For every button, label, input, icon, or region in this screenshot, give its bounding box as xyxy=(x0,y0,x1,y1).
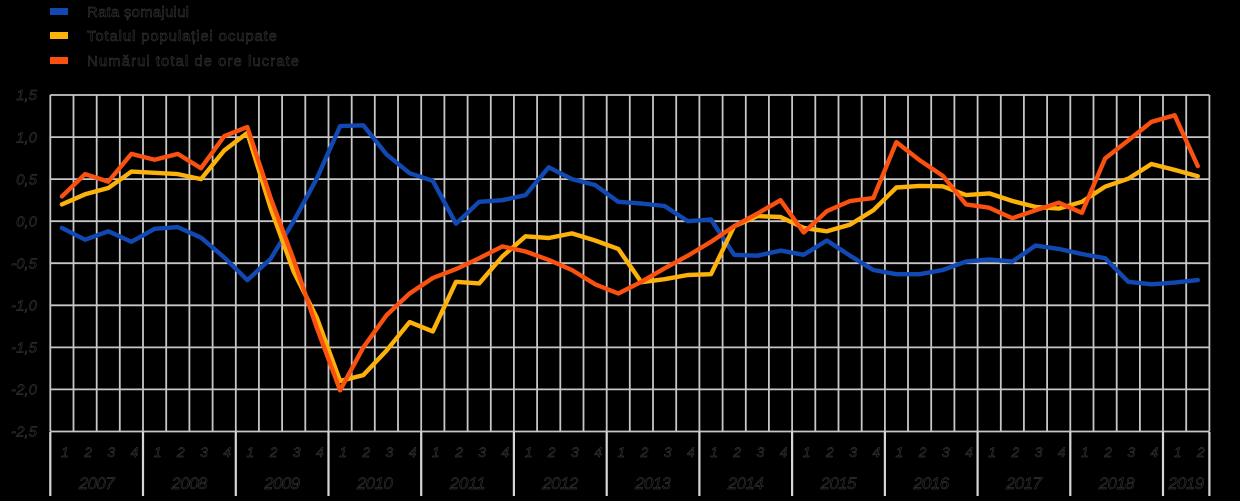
svg-text:-2,0: -2,0 xyxy=(11,382,38,399)
svg-text:-1,0: -1,0 xyxy=(11,298,38,315)
svg-text:-0,5: -0,5 xyxy=(11,255,38,272)
svg-text:2: 2 xyxy=(640,444,649,460)
svg-text:1: 1 xyxy=(339,444,347,460)
svg-text:4: 4 xyxy=(872,444,880,460)
svg-text:2: 2 xyxy=(269,444,278,460)
svg-text:3: 3 xyxy=(571,444,579,460)
svg-text:3: 3 xyxy=(1127,444,1135,460)
svg-text:2: 2 xyxy=(361,444,370,460)
svg-text:-2,5: -2,5 xyxy=(11,424,38,441)
svg-text:2013: 2013 xyxy=(634,474,672,493)
svg-text:1: 1 xyxy=(61,444,69,460)
svg-text:0,0: 0,0 xyxy=(16,213,38,230)
svg-text:2009: 2009 xyxy=(263,474,301,493)
svg-text:1: 1 xyxy=(896,444,904,460)
svg-text:3: 3 xyxy=(664,444,672,460)
svg-text:2012: 2012 xyxy=(541,474,579,493)
svg-text:2011: 2011 xyxy=(449,474,486,493)
svg-text:3: 3 xyxy=(386,444,394,460)
svg-text:2010: 2010 xyxy=(356,474,394,493)
svg-text:1: 1 xyxy=(525,444,533,460)
svg-text:2018: 2018 xyxy=(1098,474,1136,493)
svg-text:3: 3 xyxy=(200,444,208,460)
svg-text:3: 3 xyxy=(1035,444,1043,460)
svg-text:2: 2 xyxy=(1196,444,1205,460)
svg-text:1: 1 xyxy=(432,444,440,460)
svg-text:3: 3 xyxy=(107,444,115,460)
svg-text:4: 4 xyxy=(965,444,973,460)
svg-text:4: 4 xyxy=(223,444,231,460)
svg-text:2017: 2017 xyxy=(1005,474,1043,493)
svg-text:3: 3 xyxy=(849,444,857,460)
svg-text:3: 3 xyxy=(478,444,486,460)
svg-text:4: 4 xyxy=(131,444,139,460)
svg-text:-1,5: -1,5 xyxy=(11,340,38,357)
svg-text:1: 1 xyxy=(617,444,625,460)
svg-text:2: 2 xyxy=(176,444,185,460)
svg-text:3: 3 xyxy=(757,444,765,460)
svg-text:2014: 2014 xyxy=(727,474,764,493)
svg-text:4: 4 xyxy=(501,444,509,460)
svg-text:4: 4 xyxy=(780,444,788,460)
svg-text:4: 4 xyxy=(1151,444,1159,460)
svg-text:2016: 2016 xyxy=(912,474,950,493)
svg-text:Numărul total de ore lucrate: Numărul total de ore lucrate xyxy=(87,53,299,70)
svg-text:2: 2 xyxy=(547,444,556,460)
svg-text:1: 1 xyxy=(246,444,254,460)
svg-text:2015: 2015 xyxy=(820,474,858,493)
svg-text:1,5: 1,5 xyxy=(16,87,38,104)
svg-text:2: 2 xyxy=(1103,444,1112,460)
svg-text:Totalul populației ocupate: Totalul populației ocupate xyxy=(87,28,277,45)
svg-text:1,0: 1,0 xyxy=(16,129,38,146)
svg-text:2: 2 xyxy=(732,444,741,460)
svg-text:2: 2 xyxy=(825,444,834,460)
svg-text:4: 4 xyxy=(1058,444,1066,460)
svg-text:2007: 2007 xyxy=(78,474,116,493)
svg-text:4: 4 xyxy=(409,444,417,460)
svg-text:1: 1 xyxy=(988,444,996,460)
svg-text:2: 2 xyxy=(454,444,463,460)
svg-text:2: 2 xyxy=(83,444,92,460)
svg-text:1: 1 xyxy=(1174,444,1182,460)
svg-text:0,5: 0,5 xyxy=(16,171,38,188)
svg-text:2: 2 xyxy=(918,444,927,460)
svg-text:Rata șomajului: Rata șomajului xyxy=(87,4,189,21)
svg-text:1: 1 xyxy=(1081,444,1089,460)
svg-text:3: 3 xyxy=(293,444,301,460)
svg-text:1: 1 xyxy=(710,444,718,460)
svg-text:4: 4 xyxy=(594,444,602,460)
svg-text:2008: 2008 xyxy=(170,474,208,493)
svg-text:1: 1 xyxy=(803,444,811,460)
svg-text:4: 4 xyxy=(316,444,324,460)
svg-text:1: 1 xyxy=(154,444,162,460)
svg-text:2019: 2019 xyxy=(1167,474,1205,493)
svg-text:2: 2 xyxy=(1011,444,1020,460)
svg-text:3: 3 xyxy=(942,444,950,460)
svg-text:4: 4 xyxy=(687,444,695,460)
